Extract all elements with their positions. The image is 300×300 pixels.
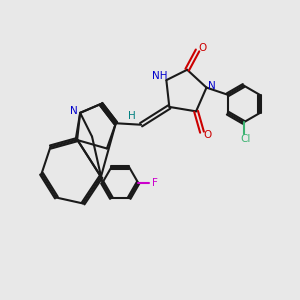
Text: N: N	[70, 106, 77, 116]
Text: O: O	[199, 43, 207, 53]
Text: Cl: Cl	[240, 134, 250, 144]
Text: F: F	[152, 178, 158, 188]
Text: H: H	[128, 111, 136, 122]
Text: O: O	[203, 130, 212, 140]
Text: N: N	[208, 81, 216, 91]
Text: NH: NH	[152, 71, 168, 81]
